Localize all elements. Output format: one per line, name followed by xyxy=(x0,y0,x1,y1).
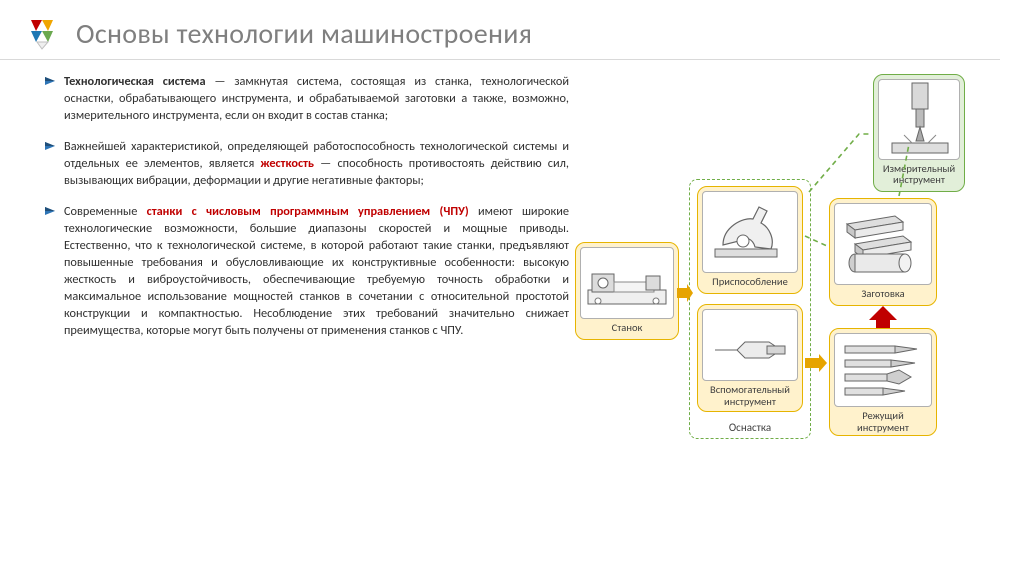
diagram-column: Станок Оснастка Приспособление xyxy=(569,74,1000,354)
bullet-post: имеют широкие технологические возможност… xyxy=(64,204,569,338)
page-title: Основы технологии машиностроения xyxy=(76,16,532,51)
bullet-item: Современные станки с числовым программны… xyxy=(44,204,569,340)
bullet-text: Важнейшей характеристикой, определяющей … xyxy=(64,139,569,190)
bullet-icon xyxy=(44,204,60,340)
card-measure: Измерительный инструмент xyxy=(873,74,965,192)
text-column: Технологическая система — замкнутая сист… xyxy=(44,74,569,354)
arrow-cutter-to-workpiece xyxy=(869,306,897,328)
bullet-item: Важнейшей характеристикой, определяющей … xyxy=(44,139,569,190)
card-aux-tool: Вспомогательный инструмент xyxy=(697,304,803,412)
card-label: Заготовка xyxy=(859,285,906,301)
card-label: Станок xyxy=(610,319,645,335)
card-label: Измерительный инструмент xyxy=(878,160,960,187)
bullet-text: Современные станки с числовым программны… xyxy=(64,204,569,340)
card-label: Режущий инструмент xyxy=(834,407,932,434)
card-machine: Станок xyxy=(575,242,679,340)
card-label: Приспособление xyxy=(710,273,790,289)
bullet-icon xyxy=(44,139,60,190)
fixture-icon xyxy=(702,191,798,273)
measure-icon xyxy=(878,79,960,160)
slide-header: Основы технологии машиностроения xyxy=(0,0,1000,60)
bullet-item: Технологическая система — замкнутая сист… xyxy=(44,74,569,125)
machine-icon xyxy=(580,247,674,319)
bullet-icon xyxy=(44,74,60,125)
cutter-icon xyxy=(834,333,932,407)
card-workpiece: Заготовка xyxy=(829,198,937,306)
workpiece-icon xyxy=(834,203,932,285)
group-label: Оснастка xyxy=(690,421,810,434)
card-cutter: Режущий инструмент xyxy=(829,328,937,436)
bullet-text: Технологическая система — замкнутая сист… xyxy=(64,74,569,125)
term-red: жесткость xyxy=(260,156,314,171)
content-area: Технологическая система — замкнутая сист… xyxy=(0,74,1024,354)
lead-term: Технологическая система xyxy=(64,74,206,89)
logo-icon xyxy=(28,17,62,51)
card-label: Вспомогательный инструмент xyxy=(702,381,798,408)
aux-tool-icon xyxy=(702,309,798,381)
card-fixture: Приспособление xyxy=(697,186,803,294)
bullet-pre: Современные xyxy=(64,204,147,219)
term-red: станки с числовым программным управление… xyxy=(147,204,469,219)
